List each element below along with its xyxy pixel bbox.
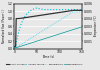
X-axis label: Time (s): Time (s) [42, 55, 54, 59]
Legend: Direct cooling, Indirect cooling, Temperature 1, Temperature 2: Direct cooling, Indirect cooling, Temper… [6, 62, 84, 65]
Y-axis label: Normalised flow / Power (--): Normalised flow / Power (--) [2, 9, 6, 43]
Y-axis label: Temperature (°C): Temperature (°C) [94, 15, 98, 37]
